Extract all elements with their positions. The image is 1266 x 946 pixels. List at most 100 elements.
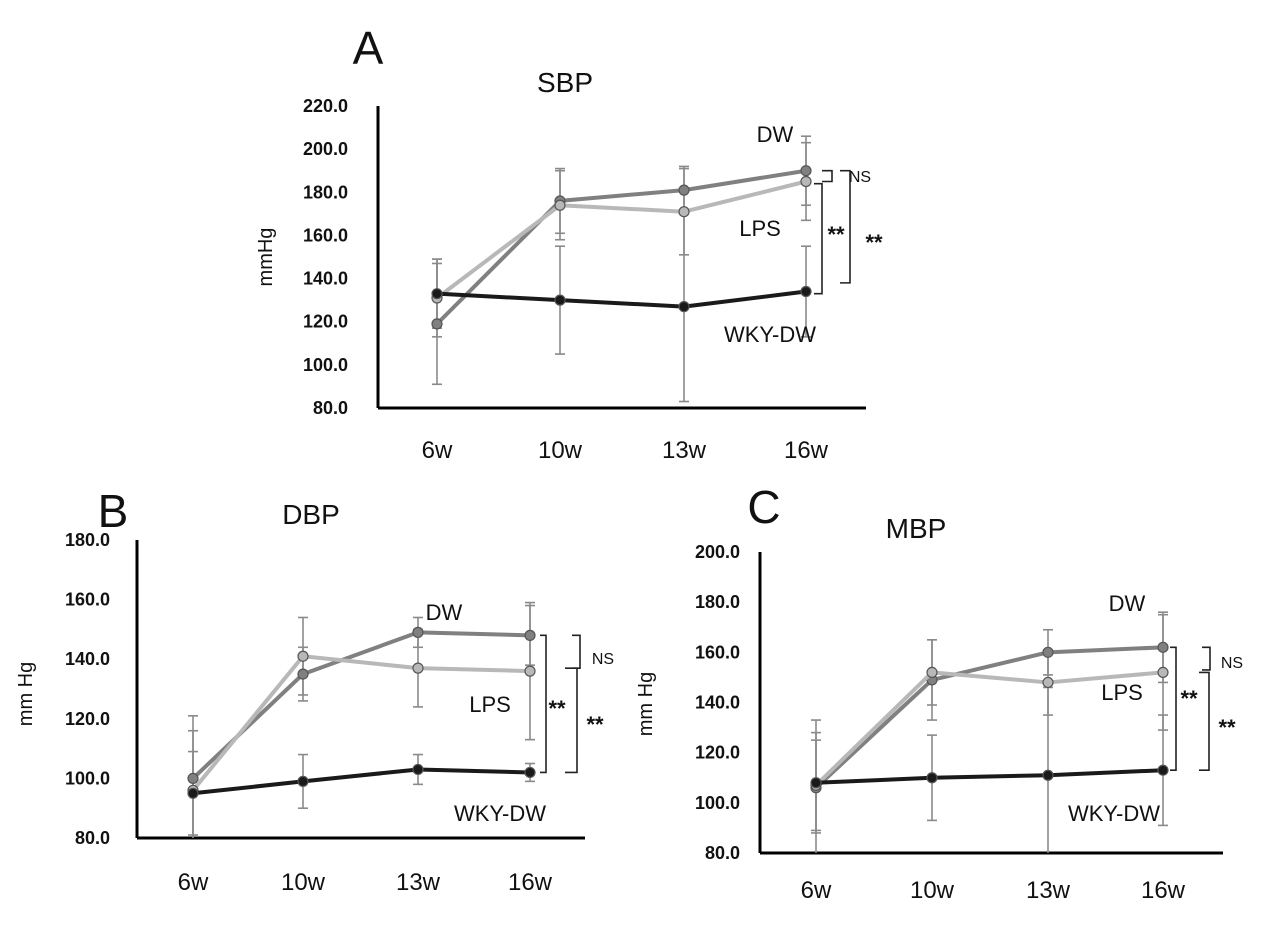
x-tick-label: 6w xyxy=(422,437,453,464)
ns-significance-bracket xyxy=(572,634,581,669)
y-tick-label: 160.0 xyxy=(303,225,348,245)
significance-lps-wky-bracket xyxy=(1170,646,1177,772)
data-point-lps xyxy=(297,650,309,662)
ns-significance-bracket xyxy=(1202,646,1211,671)
data-point-wky-dw xyxy=(187,787,199,799)
y-tick-label: 80.0 xyxy=(75,828,110,848)
data-point-dw xyxy=(800,165,812,177)
x-tick-label: 10w xyxy=(910,877,955,904)
data-point-lps xyxy=(412,662,424,674)
y-tick-label: 120.0 xyxy=(303,312,348,332)
panel-dbp: B DBP 80.0 100.0 120.0 140.0 160.0 180.0 6w 10w 13… xyxy=(15,485,614,896)
data-point-wky-dw xyxy=(810,777,822,789)
data-point-dw xyxy=(678,184,690,196)
x-tick-label: 16w xyxy=(1141,877,1186,904)
panel-mbp: C MBP 80.0 100.0 120.0 140.0 160.0 180.0 200.0 6w… xyxy=(635,481,1243,904)
y-tick-label: 120.0 xyxy=(695,743,740,763)
significance-lps-wky-bracket xyxy=(540,634,547,774)
data-point-wky-dw xyxy=(800,285,812,298)
y-tick-label: 160.0 xyxy=(695,642,740,662)
ns-significance-label: NS xyxy=(849,169,871,186)
series-line-lps xyxy=(435,179,807,300)
y-tick-label: 100.0 xyxy=(303,355,348,375)
data-point-lps xyxy=(926,666,938,679)
data-point-wky-dw xyxy=(1157,764,1169,776)
series-label-dw: DW xyxy=(757,122,794,147)
series-label-wky-dw: WKY-DW xyxy=(454,801,546,826)
series-label-wky-dw: WKY-DW xyxy=(724,322,816,347)
significance-lps-wky-label: ** xyxy=(548,696,566,721)
x-tick-label: 16w xyxy=(784,437,829,464)
data-point-lps xyxy=(554,199,566,211)
series-line-wky-dw xyxy=(815,768,1164,785)
x-tick-label: 13w xyxy=(1026,877,1071,904)
data-point-wky-dw xyxy=(412,763,424,776)
series-label-lps: LPS xyxy=(739,216,781,241)
x-tick-label: 6w xyxy=(178,869,209,896)
significance-lps-wky-bracket xyxy=(814,182,823,295)
significance-dw-wky-bracket xyxy=(840,169,851,284)
data-point-dw xyxy=(431,318,443,330)
data-point-wky-dw xyxy=(554,294,566,306)
y-tick-label: 220.0 xyxy=(303,96,348,116)
data-point-lps xyxy=(1042,676,1054,689)
y-axis-label: mmHg xyxy=(255,228,277,287)
series-line-dw xyxy=(814,645,1164,790)
y-tick-label: 140.0 xyxy=(695,693,740,713)
ns-significance-label: NS xyxy=(1221,655,1243,672)
significance-dw-wky-label: ** xyxy=(586,712,604,737)
data-point-dw xyxy=(1042,646,1054,658)
data-point-dw xyxy=(412,626,424,638)
panel-sbp: A SBP 80.0 100.0 120.0 140.0 160.0 180.0 200.0 22… xyxy=(255,22,883,464)
data-point-wky-dw xyxy=(297,775,309,787)
x-tick-label: 16w xyxy=(508,869,553,896)
y-tick-label: 180.0 xyxy=(65,530,110,550)
significance-dw-wky-label: ** xyxy=(1218,715,1236,740)
x-tick-label: 10w xyxy=(281,869,326,896)
data-point-wky-dw xyxy=(1042,769,1054,781)
data-point-lps xyxy=(678,206,690,218)
significance-lps-wky-label: ** xyxy=(827,222,845,247)
series-label-dw: DW xyxy=(1109,591,1146,616)
series-line-lps xyxy=(814,670,1164,787)
y-tick-label: 140.0 xyxy=(65,649,110,669)
chart-title: MBP xyxy=(886,513,947,544)
y-axis-label: mm Hg xyxy=(635,672,657,736)
significance-dw-wky-bracket xyxy=(565,667,578,774)
data-point-dw xyxy=(297,668,309,680)
series-line-wky-dw xyxy=(436,289,807,309)
ns-significance-label: NS xyxy=(592,651,614,668)
x-tick-label: 10w xyxy=(538,437,583,464)
data-point-wky-dw xyxy=(524,766,536,779)
ns-significance-bracket xyxy=(822,169,833,183)
y-tick-label: 100.0 xyxy=(695,793,740,813)
x-tick-label: 13w xyxy=(662,437,707,464)
y-axis-label: mm Hg xyxy=(15,662,37,726)
series-label-lps: LPS xyxy=(1101,680,1143,705)
series-label-lps: LPS xyxy=(469,692,511,717)
y-tick-label: 200.0 xyxy=(695,542,740,562)
y-tick-label: 80.0 xyxy=(313,398,348,418)
data-point-wky-dw xyxy=(926,772,938,784)
series-line-lps xyxy=(191,654,531,792)
data-point-lps xyxy=(1157,666,1169,679)
series-label-wky-dw: WKY-DW xyxy=(1068,801,1160,826)
data-point-dw xyxy=(187,772,199,785)
y-tick-label: 180.0 xyxy=(695,592,740,612)
data-point-dw xyxy=(524,629,536,641)
chart-title: SBP xyxy=(537,67,593,98)
significance-lps-wky-label: ** xyxy=(1180,686,1198,711)
series-line-wky-dw xyxy=(192,767,531,796)
chart-title: DBP xyxy=(282,499,340,530)
significance-dw-wky-bracket xyxy=(1199,671,1210,772)
data-point-lps xyxy=(524,665,536,677)
y-tick-label: 120.0 xyxy=(65,709,110,729)
panel-letter: C xyxy=(747,481,780,533)
panel-letter: A xyxy=(353,22,384,74)
y-tick-label: 100.0 xyxy=(65,768,110,788)
data-point-lps xyxy=(800,175,812,188)
y-tick-label: 140.0 xyxy=(303,269,348,289)
data-point-dw xyxy=(1157,641,1169,653)
data-point-wky-dw xyxy=(678,301,690,313)
